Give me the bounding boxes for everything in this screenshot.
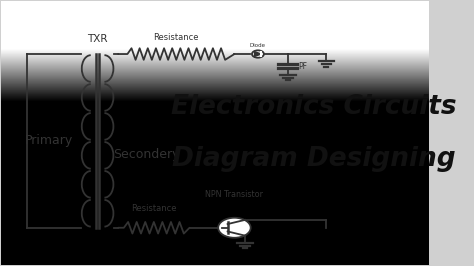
Text: Electronics Circuits: Electronics Circuits xyxy=(171,94,456,120)
Text: Secondery: Secondery xyxy=(113,148,180,161)
Text: Resistance: Resistance xyxy=(154,33,199,42)
Circle shape xyxy=(252,50,264,58)
Text: NPN Transistor: NPN Transistor xyxy=(205,190,264,199)
Text: Primary: Primary xyxy=(24,134,73,147)
Text: Diagram Designing: Diagram Designing xyxy=(172,146,456,172)
Polygon shape xyxy=(255,52,261,56)
Text: PF: PF xyxy=(298,62,307,71)
Text: Diode: Diode xyxy=(250,43,266,48)
Text: TXR: TXR xyxy=(87,34,108,44)
Text: Resistance: Resistance xyxy=(131,204,177,213)
Circle shape xyxy=(218,218,251,238)
